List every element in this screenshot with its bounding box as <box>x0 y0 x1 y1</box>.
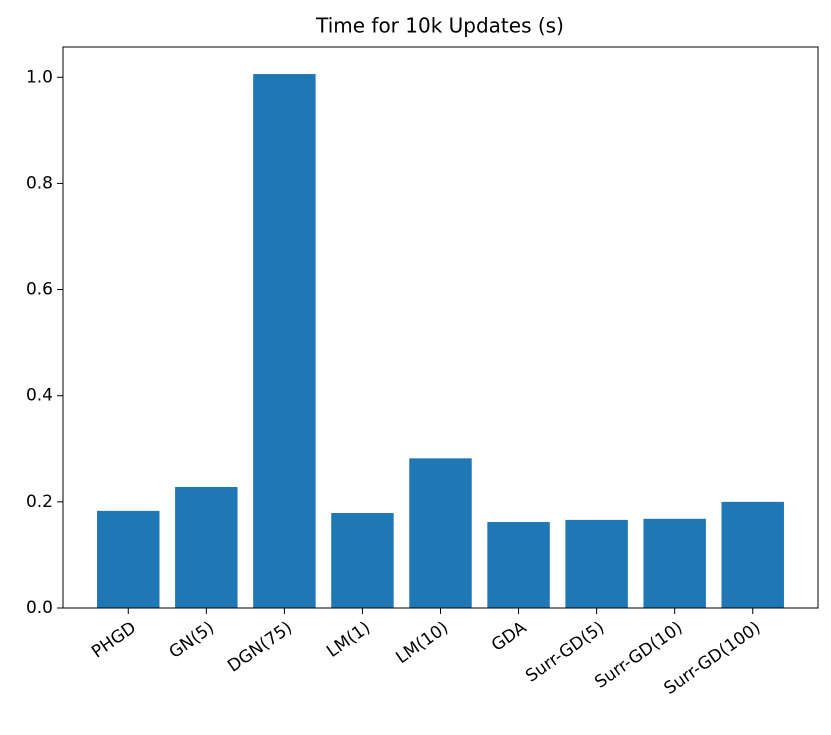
bar <box>487 522 550 608</box>
bar <box>331 512 394 608</box>
bar <box>97 510 160 608</box>
y-tick-label: 0.8 <box>26 173 53 193</box>
x-tick-label: DGN(75) <box>224 618 296 677</box>
bar <box>409 458 472 608</box>
bar <box>253 74 316 608</box>
plot-frame <box>62 46 819 609</box>
bar <box>643 518 706 608</box>
bar <box>565 519 628 608</box>
x-tick-label: LM(10) <box>392 618 452 668</box>
x-tick-label: GN(5) <box>166 618 218 663</box>
bar <box>175 486 238 608</box>
y-tick-label: 0.4 <box>26 386 53 406</box>
y-tick-label: 0.6 <box>26 280 53 300</box>
bar <box>721 501 784 608</box>
x-tick-label: PHGD <box>88 618 140 663</box>
y-tick-label: 0.0 <box>26 598 53 618</box>
x-tick-label: LM(1) <box>323 618 374 662</box>
y-tick-label: 0.2 <box>26 492 53 512</box>
x-tick-label: GDA <box>488 618 531 656</box>
y-tick-label: 1.0 <box>26 67 53 87</box>
chart-title: Time for 10k Updates (s) <box>315 14 564 38</box>
